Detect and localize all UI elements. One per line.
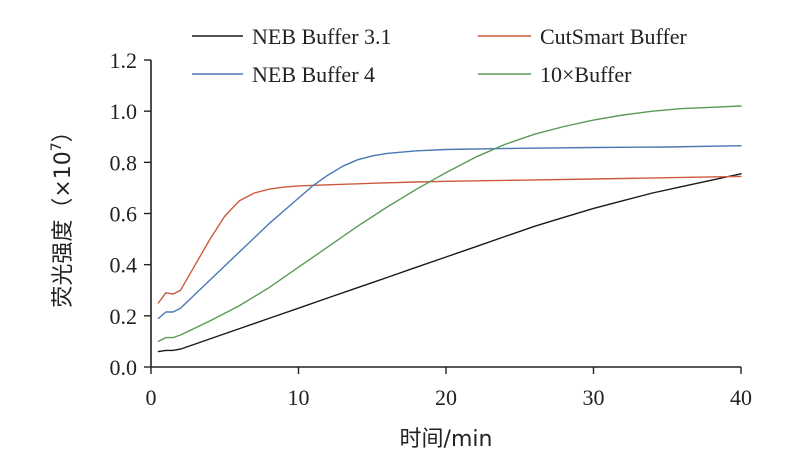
- x-tick-label: 20: [435, 385, 457, 410]
- axes: [150, 60, 741, 368]
- x-tick-label: 10: [288, 385, 310, 410]
- y-tick-label: 0.2: [110, 304, 138, 329]
- series-line-1: [157, 173, 742, 353]
- y-axis-title-close: ）: [51, 120, 76, 142]
- y-tick-label: 0.0: [110, 355, 138, 380]
- y-axis-title-main: 荧光强度（×10: [51, 151, 76, 307]
- legend-label-4: 10×Buffer: [540, 62, 632, 87]
- y-tick-label: 1.2: [110, 48, 138, 73]
- series-line-2: [157, 175, 742, 304]
- plot-area: [157, 105, 742, 353]
- x-ticks: 0 10 20 30 40: [146, 367, 752, 410]
- x-tick-label: 0: [146, 385, 157, 410]
- y-axis-title-exponent: 7: [49, 142, 65, 151]
- y-axis-title: 荧光强度（×107）: [49, 120, 76, 307]
- y-ticks: 0.0 0.2 0.4 0.6 0.8 1.0 1.2: [110, 48, 151, 380]
- y-tick-label: 0.8: [110, 150, 138, 175]
- legend-label-3: NEB Buffer 4: [252, 62, 375, 87]
- y-tick-label: 0.4: [110, 253, 138, 278]
- legend-label-1: NEB Buffer 3.1: [252, 24, 392, 49]
- x-tick-label: 40: [730, 385, 752, 410]
- legend: NEB Buffer 3.1 CutSmart Buffer NEB Buffer …: [192, 24, 688, 87]
- series-line-4: [157, 105, 742, 343]
- series-line-3: [157, 145, 742, 320]
- x-axis-title: 时间/min: [400, 427, 493, 452]
- y-tick-label: 0.6: [110, 202, 138, 227]
- legend-label-2: CutSmart Buffer: [540, 24, 688, 49]
- y-tick-label: 1.0: [110, 99, 138, 124]
- x-tick-label: 30: [583, 385, 605, 410]
